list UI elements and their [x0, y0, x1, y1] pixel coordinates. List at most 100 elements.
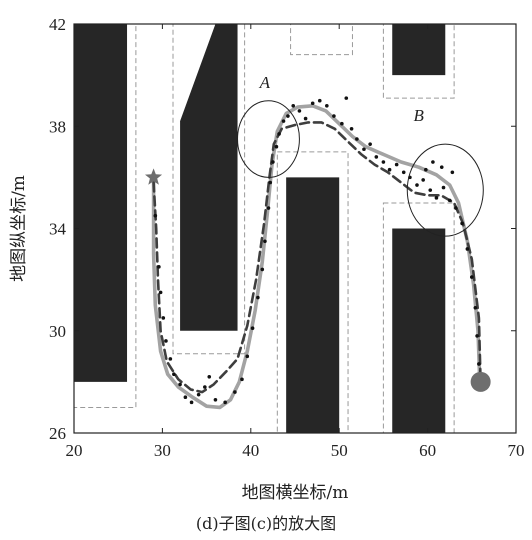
- obstacle-0: [74, 24, 128, 382]
- safety-margin-0: [74, 24, 137, 408]
- scatter-point-6: [172, 372, 176, 377]
- series-line-1: [152, 121, 482, 394]
- scatter-point-16: [240, 377, 244, 382]
- obstacles: [74, 24, 446, 433]
- scatter-point-56: [465, 247, 470, 251]
- safety-margin-4: [382, 202, 455, 433]
- scatter-point-8: [183, 395, 188, 400]
- scatter-point-39: [355, 137, 359, 141]
- annotations: AB: [237, 73, 484, 237]
- markers: [145, 168, 491, 392]
- annotation-label-1: B: [413, 106, 424, 125]
- scatter-point-42: [374, 155, 379, 159]
- scatter-point-59: [475, 334, 479, 338]
- scatter-point-35: [332, 114, 336, 118]
- scatter-point-30: [297, 109, 302, 113]
- start-star-marker: [145, 168, 163, 185]
- x-tick-label-3: 50: [331, 441, 348, 460]
- y-tick-label-2: 34: [49, 220, 67, 239]
- x-tick-label-1: 30: [154, 441, 171, 460]
- annotation-ellipse-1: [406, 143, 484, 237]
- scatter-point-36: [340, 121, 344, 126]
- scatter-point-58: [473, 305, 478, 310]
- obstacle-4: [392, 24, 446, 76]
- scatter-point-0: [153, 213, 158, 218]
- scatter-point-25: [274, 144, 279, 149]
- scatter-point-41: [368, 142, 372, 146]
- scatter-point-62: [431, 160, 435, 164]
- axis-ticks: 20 30 40 50 60 70 26 30 34 38 42: [49, 15, 525, 460]
- series-line-0: [151, 104, 482, 410]
- y-tick-label-0: 26: [49, 424, 66, 443]
- scatter-point-64: [450, 170, 455, 175]
- scatter-point-22: [266, 206, 271, 210]
- annotation-ellipse-0: [237, 100, 300, 178]
- x-tick-label-0: 20: [66, 441, 83, 460]
- scatter-point-18: [250, 326, 255, 330]
- scatter-point-5: [168, 357, 173, 361]
- scatter-point-63: [439, 165, 444, 169]
- scatter-point-44: [387, 167, 392, 172]
- scatter-point-28: [286, 114, 290, 118]
- goal-circle-marker: [470, 371, 491, 392]
- scatter-point-11: [203, 385, 207, 389]
- y-tick-label-3: 38: [49, 117, 66, 136]
- scatter-point-61: [424, 167, 428, 172]
- figure-caption: (d)子图(c)的放大图: [195, 514, 337, 533]
- scatter-point-32: [310, 101, 315, 106]
- scatter-point-40: [362, 147, 366, 152]
- annotation-label-0: A: [259, 73, 271, 92]
- scatter-point-31: [303, 116, 308, 121]
- scatter-point-37: [344, 96, 349, 100]
- safety-margin-2: [276, 151, 349, 433]
- scatter-point-60: [477, 362, 481, 366]
- scatter-points: [153, 96, 481, 405]
- scatter-point-38: [349, 127, 354, 131]
- scatter-point-10: [196, 392, 201, 397]
- series-lines: [151, 104, 482, 410]
- scatter-point-20: [260, 267, 265, 272]
- scatter-point-43: [381, 160, 386, 164]
- scatter-point-46: [401, 170, 406, 175]
- scatter-point-55: [460, 221, 464, 226]
- scatter-point-26: [277, 132, 281, 136]
- scatter-point-34: [325, 104, 329, 108]
- scatter-point-4: [164, 339, 168, 343]
- scatter-point-53: [447, 198, 452, 203]
- safety-margin-5: [290, 24, 353, 56]
- scatter-point-9: [189, 400, 194, 405]
- scatter-point-33: [317, 98, 322, 103]
- scatter-point-3: [161, 316, 166, 320]
- safety-margins: [74, 24, 455, 433]
- scatter-point-19: [256, 295, 260, 300]
- y-tick-label-4: 42: [49, 15, 66, 34]
- x-axis-title: 地图横坐标/m: [242, 483, 349, 503]
- scatter-point-23: [268, 180, 273, 185]
- scatter-point-2: [158, 290, 163, 295]
- scatter-point-27: [281, 119, 286, 123]
- scatter-point-14: [223, 400, 227, 405]
- obstacle-2: [215, 24, 238, 122]
- scatter-point-15: [233, 390, 237, 394]
- scatter-point-52: [441, 185, 446, 190]
- x-tick-label-4: 60: [419, 441, 436, 460]
- scatter-point-45: [394, 162, 399, 167]
- scatter-point-51: [434, 196, 439, 200]
- scatter-point-13: [213, 397, 218, 402]
- y-axis-title: 地图纵坐标/m: [9, 175, 29, 282]
- scatter-point-12: [207, 374, 212, 379]
- scatter-point-29: [291, 104, 296, 108]
- scatter-point-50: [428, 188, 433, 192]
- scatter-point-54: [454, 206, 458, 210]
- x-tick-label-5: 70: [508, 441, 525, 460]
- scatter-point-21: [263, 239, 267, 244]
- scatter-point-17: [245, 354, 250, 359]
- scatter-point-24: [271, 160, 275, 164]
- obstacle-5: [392, 228, 446, 433]
- x-tick-label-2: 40: [242, 441, 259, 460]
- scatter-point-57: [470, 275, 474, 279]
- y-tick-label-1: 30: [49, 322, 66, 341]
- scatter-point-49: [421, 178, 425, 182]
- safety-margin-1: [172, 24, 246, 355]
- obstacle-3: [286, 177, 340, 433]
